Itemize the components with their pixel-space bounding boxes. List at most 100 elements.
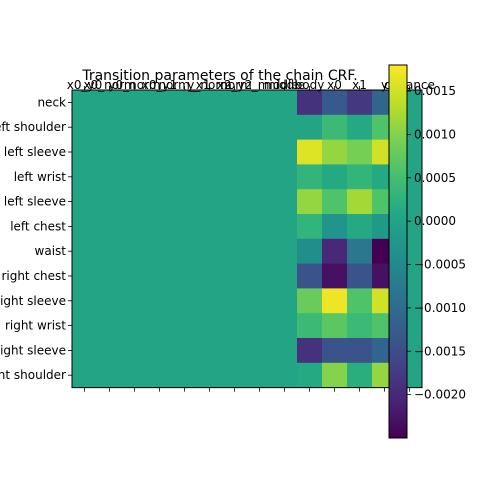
heatmap-cell: [147, 90, 173, 116]
heatmap-cell: [272, 338, 298, 364]
y-tick-label: left sleeve: [4, 145, 66, 159]
heatmap-cell: [172, 238, 198, 265]
heatmap-cell: [172, 90, 198, 116]
x-tick-label: norm_middle: [220, 78, 298, 92]
heatmap-cell: [222, 114, 248, 141]
heatmap-cell: [347, 238, 373, 265]
heatmap-cell: [122, 263, 148, 289]
heatmap-cell: [297, 263, 323, 289]
heatmap-cell: [172, 362, 198, 389]
heatmap-cell: [322, 189, 348, 215]
heatmap-cell: [97, 362, 123, 389]
heatmap-cell: [347, 214, 373, 240]
heatmap-cell: [172, 288, 198, 314]
heatmap-cell: [72, 362, 98, 389]
x-tick-label: middle: [264, 78, 305, 92]
heatmap-cell: [347, 114, 373, 141]
heatmap-cell: [272, 288, 298, 314]
heatmap-cell: [197, 214, 223, 240]
heatmap-cell: [272, 164, 298, 190]
heatmap-cell: [247, 338, 273, 364]
heatmap-cell: [222, 263, 248, 289]
x-tick-label: y0_norm: [108, 78, 160, 92]
heatmap-cell: [72, 338, 98, 364]
heatmap-cell: [272, 114, 298, 141]
heatmap-cell: [272, 90, 298, 116]
heatmap-cell: [347, 313, 373, 339]
heatmap-cell: [147, 288, 173, 314]
heatmap-cell: [222, 139, 248, 165]
heatmap-cell: [72, 90, 98, 116]
heatmap-cell: [172, 189, 198, 215]
heatmap-cell: [322, 90, 348, 116]
heatmap-cell: [172, 313, 198, 339]
colorbar-tick-label: −0.0010: [414, 301, 466, 315]
heatmap-cell: [222, 362, 248, 389]
heatmap-cell: [347, 288, 373, 314]
heatmap-cell: [172, 164, 198, 190]
x-tick-label: x0_y1: [142, 78, 177, 92]
heatmap-cell: [97, 238, 123, 265]
heatmap-cell: [147, 189, 173, 215]
heatmap-cell: [97, 164, 123, 190]
heatmap-cell: [147, 362, 173, 389]
heatmap-cell: [247, 313, 273, 339]
heatmap-cell: [297, 288, 323, 314]
heatmap-cell: [322, 214, 348, 240]
heatmap-cell: [247, 362, 273, 389]
x-tick-label: norm_x1: [158, 78, 210, 92]
y-tick-label: left wrist: [14, 170, 67, 184]
heatmap-cell: [197, 139, 223, 165]
heatmap-cell: [72, 214, 98, 240]
heatmap-cell: [297, 214, 323, 240]
heatmap-cell: [347, 90, 373, 116]
heatmap-cell: [322, 139, 348, 165]
heatmap-cell: [122, 288, 148, 314]
heatmap-cell: [197, 362, 223, 389]
heatmap-cell: [247, 189, 273, 215]
heatmap-cell: [297, 338, 323, 364]
heatmap-cell: [347, 164, 373, 190]
heatmap-cell: [347, 362, 373, 389]
x-tick-label: x2_y2: [217, 78, 252, 92]
y-tick-label: right sleeve: [0, 343, 66, 357]
heatmap-cell: [122, 362, 148, 389]
x-tick-label: y_norm: [187, 78, 231, 92]
heatmap-cell: [322, 114, 348, 141]
heatmap-cell: [122, 139, 148, 165]
heatmap-cell: [97, 139, 123, 165]
heatmap-cell: [222, 238, 248, 265]
heatmap-cell: [72, 288, 98, 314]
heatmap-cell: [72, 164, 98, 190]
heatmap-cell: [97, 288, 123, 314]
heatmap-cell: [147, 214, 173, 240]
axes-frame: [71, 89, 423, 389]
heatmap-cell: [197, 263, 223, 289]
heatmap-cell: [247, 288, 273, 314]
colorbar-tick-label: −0.0005: [414, 258, 466, 272]
heatmap-cell: [272, 238, 298, 265]
heatmap-cell: [122, 338, 148, 364]
y-tick-label: right wrist: [5, 319, 66, 333]
heatmap-cell: [347, 189, 373, 215]
heatmap-cells: [71, 89, 423, 389]
heatmap-cell: [147, 238, 173, 265]
heatmap-cell: [147, 263, 173, 289]
heatmap-cell: [272, 189, 298, 215]
heatmap-cell: [122, 214, 148, 240]
heatmap-cell: [122, 238, 148, 265]
heatmap-cell: [297, 189, 323, 215]
heatmap-cell: [147, 338, 173, 364]
heatmap-cell: [297, 164, 323, 190]
heatmap-cell: [272, 139, 298, 165]
heatmap-cell: [197, 288, 223, 314]
colorbar-tick-label: −0.0015: [414, 344, 466, 358]
y-tick-label: left shoulder: [0, 120, 66, 134]
heatmap-cell: [147, 114, 173, 141]
heatmap-cell: [197, 90, 223, 116]
heatmap-cell: [272, 214, 298, 240]
heatmap-cell: [247, 114, 273, 141]
heatmap-cell: [197, 313, 223, 339]
heatmap-cell: [297, 313, 323, 339]
heatmap-cell: [172, 114, 198, 141]
